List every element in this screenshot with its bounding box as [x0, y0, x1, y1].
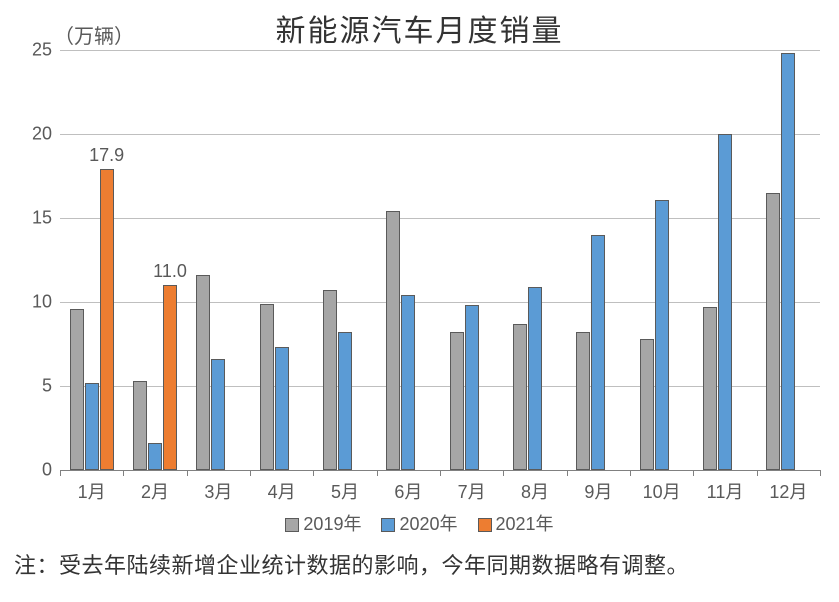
x-tick-label: 2月 [141, 478, 169, 504]
legend-swatch [478, 518, 492, 532]
x-tick [757, 470, 758, 476]
bar [338, 332, 352, 470]
x-tick [820, 470, 821, 476]
x-tick-label: 3月 [204, 478, 232, 504]
x-tick [440, 470, 441, 476]
x-tick-label: 7月 [458, 478, 486, 504]
bar [275, 347, 289, 470]
y-tick-label: 0 [42, 460, 60, 481]
footnote: 注：受去年陆续新增企业统计数据的影响，今年同期数据略有调整。 [14, 548, 839, 580]
legend: 2019年 2020年 2021年 [0, 510, 839, 536]
x-tick [250, 470, 251, 476]
gridline [60, 218, 820, 219]
legend-swatch [285, 518, 299, 532]
legend-swatch [381, 518, 395, 532]
bar [655, 200, 669, 470]
y-tick-label: 15 [32, 208, 60, 229]
bar [718, 134, 732, 470]
x-tick-label: 11月 [707, 478, 744, 504]
gridline [60, 50, 820, 51]
y-tick-label: 5 [42, 376, 60, 397]
legend-label: 2021年 [496, 514, 554, 534]
x-tick [693, 470, 694, 476]
bar [211, 359, 225, 470]
x-tick-label: 8月 [521, 478, 549, 504]
bar [148, 443, 162, 470]
bar [528, 287, 542, 470]
bar-value-label: 11.0 [153, 261, 187, 282]
x-tick [377, 470, 378, 476]
plot-area: 05101520251月17.92月11.03月4月5月6月7月8月9月10月1… [60, 50, 820, 470]
legend-item: 2021年 [478, 510, 554, 536]
x-tick [503, 470, 504, 476]
bar [133, 381, 147, 470]
y-tick-label: 10 [32, 292, 60, 313]
bar [781, 53, 795, 470]
x-tick-label: 4月 [268, 478, 296, 504]
x-tick-label: 12月 [769, 478, 807, 504]
bar [260, 304, 274, 470]
bar [640, 339, 654, 470]
bar [163, 285, 177, 470]
bar [196, 275, 210, 470]
y-tick-label: 20 [32, 124, 60, 145]
x-tick [567, 470, 568, 476]
bar [386, 211, 400, 470]
bar [591, 235, 605, 470]
bar [465, 305, 479, 470]
x-tick [123, 470, 124, 476]
legend-label: 2020年 [399, 514, 457, 534]
x-tick-label: 6月 [394, 478, 422, 504]
x-tick [313, 470, 314, 476]
x-tick [630, 470, 631, 476]
x-tick [187, 470, 188, 476]
gridline [60, 134, 820, 135]
x-tick-label: 1月 [78, 478, 106, 504]
y-axis-unit: （万辆） [54, 20, 134, 49]
bar [703, 307, 717, 470]
y-tick-label: 25 [32, 40, 60, 61]
x-tick-label: 10月 [643, 478, 681, 504]
x-tick-label: 9月 [584, 478, 612, 504]
legend-item: 2020年 [381, 510, 457, 536]
bar [401, 295, 415, 470]
bar [100, 169, 114, 470]
bar [766, 193, 780, 470]
bar [450, 332, 464, 470]
bar [85, 383, 99, 470]
bar [70, 309, 84, 470]
bar [513, 324, 527, 470]
chart-container: 新能源汽车月度销量 （万辆） 05101520251月17.92月11.03月4… [0, 0, 839, 602]
legend-label: 2019年 [303, 514, 361, 534]
bar [576, 332, 590, 470]
bar [323, 290, 337, 470]
x-tick [60, 470, 61, 476]
legend-item: 2019年 [285, 510, 361, 536]
bar-value-label: 17.9 [89, 145, 124, 166]
x-tick-label: 5月 [331, 478, 359, 504]
